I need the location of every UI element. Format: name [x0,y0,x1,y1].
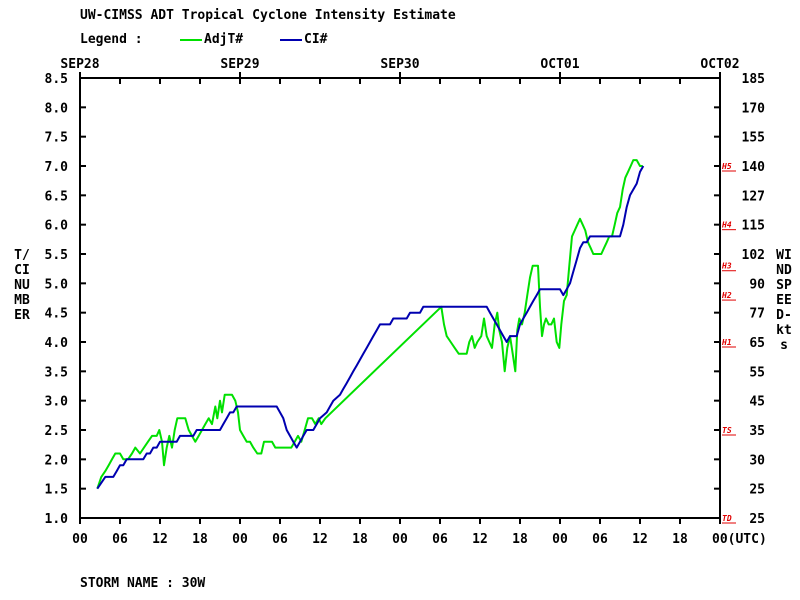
x-tick-label: 12 [472,532,488,547]
category-marker: H2 [721,291,732,300]
x-tick-label: 06 [272,532,288,547]
y-tick-label-right: 35 [749,424,765,439]
date-label: SEP30 [380,57,419,72]
y-tick-label-left: 4.0 [45,336,69,351]
x-tick-label: 00(UTC) [712,532,767,547]
x-tick-label: 12 [312,532,328,547]
y-tick-label-right: 77 [749,307,765,322]
y-tick-label-left: 1.5 [45,483,68,498]
y-tick-label-left: 8.5 [45,72,68,87]
y-tick-label-right: 127 [742,189,765,204]
y-tick-label-left: 4.5 [45,307,68,322]
y-tick-label-right: 170 [742,101,766,116]
x-tick-label: 00 [552,532,568,547]
y-tick-label-left: 7.0 [45,160,69,175]
y-tick-label-right: 155 [742,131,765,146]
series-line-ci [96,165,645,490]
y-tick-label-left: 8.0 [45,101,69,116]
category-marker: TS [722,426,732,435]
y-tick-label-right: 25 [749,512,765,527]
y-tick-label-right: 65 [749,336,765,351]
date-label: OCT02 [700,57,739,72]
category-marker: H4 [721,221,732,230]
legend-swatch-ci [280,39,302,41]
y-tick-label-left: 5.0 [45,277,69,292]
y-tick-label-right: 25 [749,483,765,498]
x-tick-label: 12 [152,532,168,547]
y-axis-left-label: T/CI NUMBER [14,248,38,323]
y-tick-label-right: 45 [749,395,765,410]
y-tick-label-left: 3.0 [45,395,69,410]
x-tick-label: 12 [632,532,648,547]
legend-label: Legend : [80,32,143,47]
y-tick-label-left: 2.0 [45,453,69,468]
legend-item-adjt: AdjT# [204,32,244,47]
date-label: SEP28 [60,57,99,72]
y-tick-label-left: 5.5 [45,248,68,263]
chart-title: UW-CIMSS ADT Tropical Cyclone Intensity … [80,8,456,23]
y-tick-label-left: 6.0 [45,219,69,234]
y-tick-label-right: 140 [742,160,766,175]
y-tick-label-left: 2.5 [45,424,68,439]
y-tick-label-left: 7.5 [45,131,68,146]
x-tick-label: 00 [232,532,248,547]
series-line-adjt [96,159,643,490]
plot-frame [79,77,721,519]
y-tick-label-right: 185 [742,72,765,87]
y-tick-label-right: 115 [742,219,765,234]
x-tick-label: 00 [72,532,88,547]
x-tick-label: 06 [592,532,608,547]
y-tick-label-left: 3.5 [45,365,68,380]
y-tick-label-right: 55 [749,365,765,380]
legend-item-ci: CI# [304,32,328,47]
y-tick-label-right: 102 [742,248,765,263]
x-tick-label: 06 [432,532,448,547]
x-tick-label: 00 [392,532,408,547]
x-tick-label: 06 [112,532,128,547]
storm-name: STORM NAME : 30W [80,576,206,591]
date-label: OCT01 [540,57,579,72]
y-axis-right-label: WIND SPEED-kts [776,248,800,353]
x-tick-label: 18 [672,532,688,547]
y-tick-label-right: 90 [749,277,765,292]
x-tick-label: 18 [192,532,208,547]
x-tick-label: 18 [512,532,528,547]
category-marker: H3 [721,262,732,271]
y-tick-label-left: 6.5 [45,189,68,204]
category-marker: TD [722,514,732,523]
y-tick-label-right: 30 [749,453,765,468]
y-tick-label-left: 1.0 [45,512,69,527]
date-label: SEP29 [220,57,259,72]
category-marker: H1 [721,338,732,347]
category-marker: H5 [721,162,732,171]
x-tick-label: 18 [352,532,368,547]
legend-swatch-adjt [180,39,202,41]
